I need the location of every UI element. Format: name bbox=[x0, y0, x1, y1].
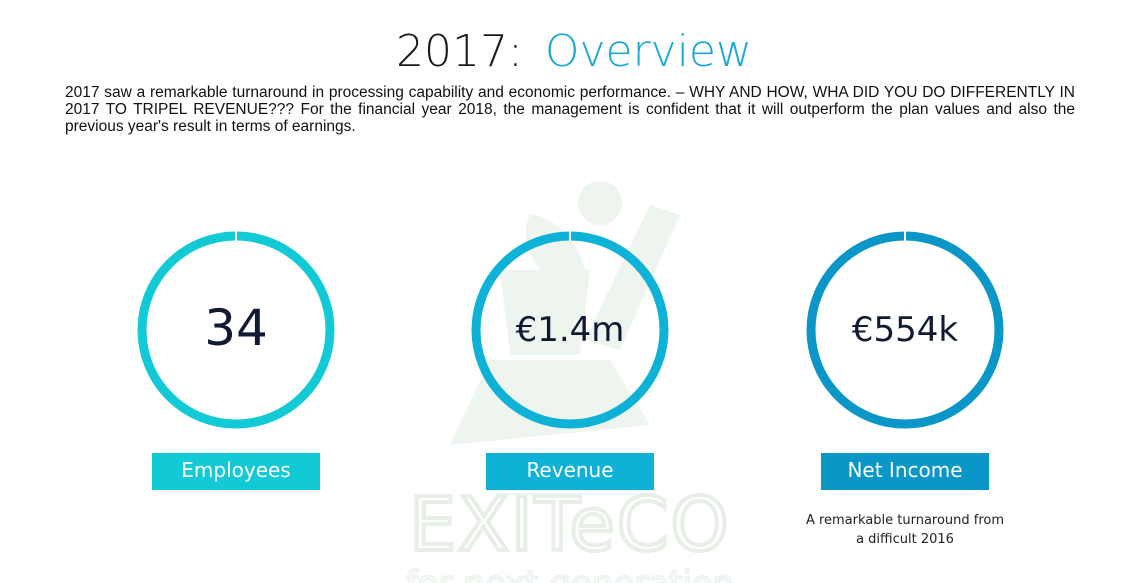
watermark-name: EXITeCO bbox=[409, 482, 730, 568]
watermark-tagline: for next generation bbox=[406, 564, 735, 583]
title-highlight: Overview bbox=[544, 26, 752, 77]
employees-ring bbox=[137, 230, 335, 429]
page-title: 2017: Overview bbox=[0, 26, 1148, 78]
title-year: 2017: bbox=[396, 26, 523, 77]
employees-label: Employees bbox=[152, 453, 320, 490]
employees-value: 34 bbox=[204, 299, 268, 357]
intro-paragraph: 2017 saw a remarkable turnaround in proc… bbox=[65, 84, 1075, 135]
revenue-ring bbox=[471, 230, 669, 429]
exiteco-watermark-logo: EXITeCO for next generation bbox=[405, 181, 735, 583]
net-income-label: Net Income bbox=[821, 453, 989, 490]
revenue-value: €1.4m bbox=[515, 310, 625, 350]
net-income-note: A remarkable turnaround from a difficult… bbox=[805, 513, 1005, 547]
net-income-value: €554k bbox=[851, 310, 959, 350]
net-income-ring bbox=[806, 230, 1004, 429]
revenue-label: Revenue bbox=[486, 453, 654, 490]
